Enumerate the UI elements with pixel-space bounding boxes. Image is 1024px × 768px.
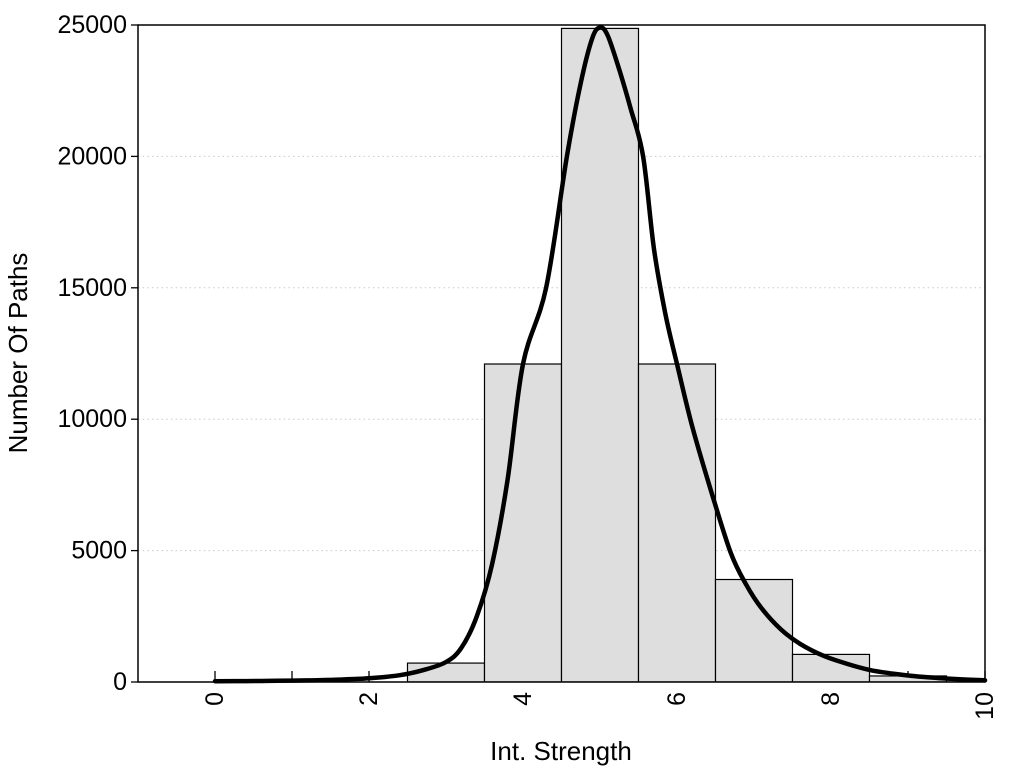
x-tick-label: 8 [817,692,845,706]
histogram-bar [560,27,640,682]
plot-frame [137,24,986,683]
y-tick-label: 15000 [57,274,127,302]
y-tick-label: 20000 [57,142,127,170]
x-tick-labels: 0 2 4 6 8 10 [201,692,999,720]
y-tick-label: 10000 [57,405,127,433]
y-axis-title: Number Of Paths [3,253,33,454]
histogram-bars [406,27,985,682]
histogram-bar [637,363,717,682]
y-tick-labels: 0 5000 10000 15000 20000 25000 [57,11,127,696]
y-tick-label: 5000 [71,537,127,565]
histogram-bar [483,363,563,682]
x-tick-label: 10 [971,692,999,720]
x-axis-title: Int. Strength [490,736,632,766]
y-tick-label: 25000 [57,11,127,39]
x-tick-label: 0 [201,692,229,706]
density-curve [212,25,988,684]
x-tick-label: 6 [663,692,691,706]
y-tick-label: 0 [113,668,127,696]
x-tick-label: 2 [355,692,383,706]
x-tick-label: 4 [509,692,537,706]
density-curve-group [212,25,988,684]
y-axis-ticks [131,24,138,683]
